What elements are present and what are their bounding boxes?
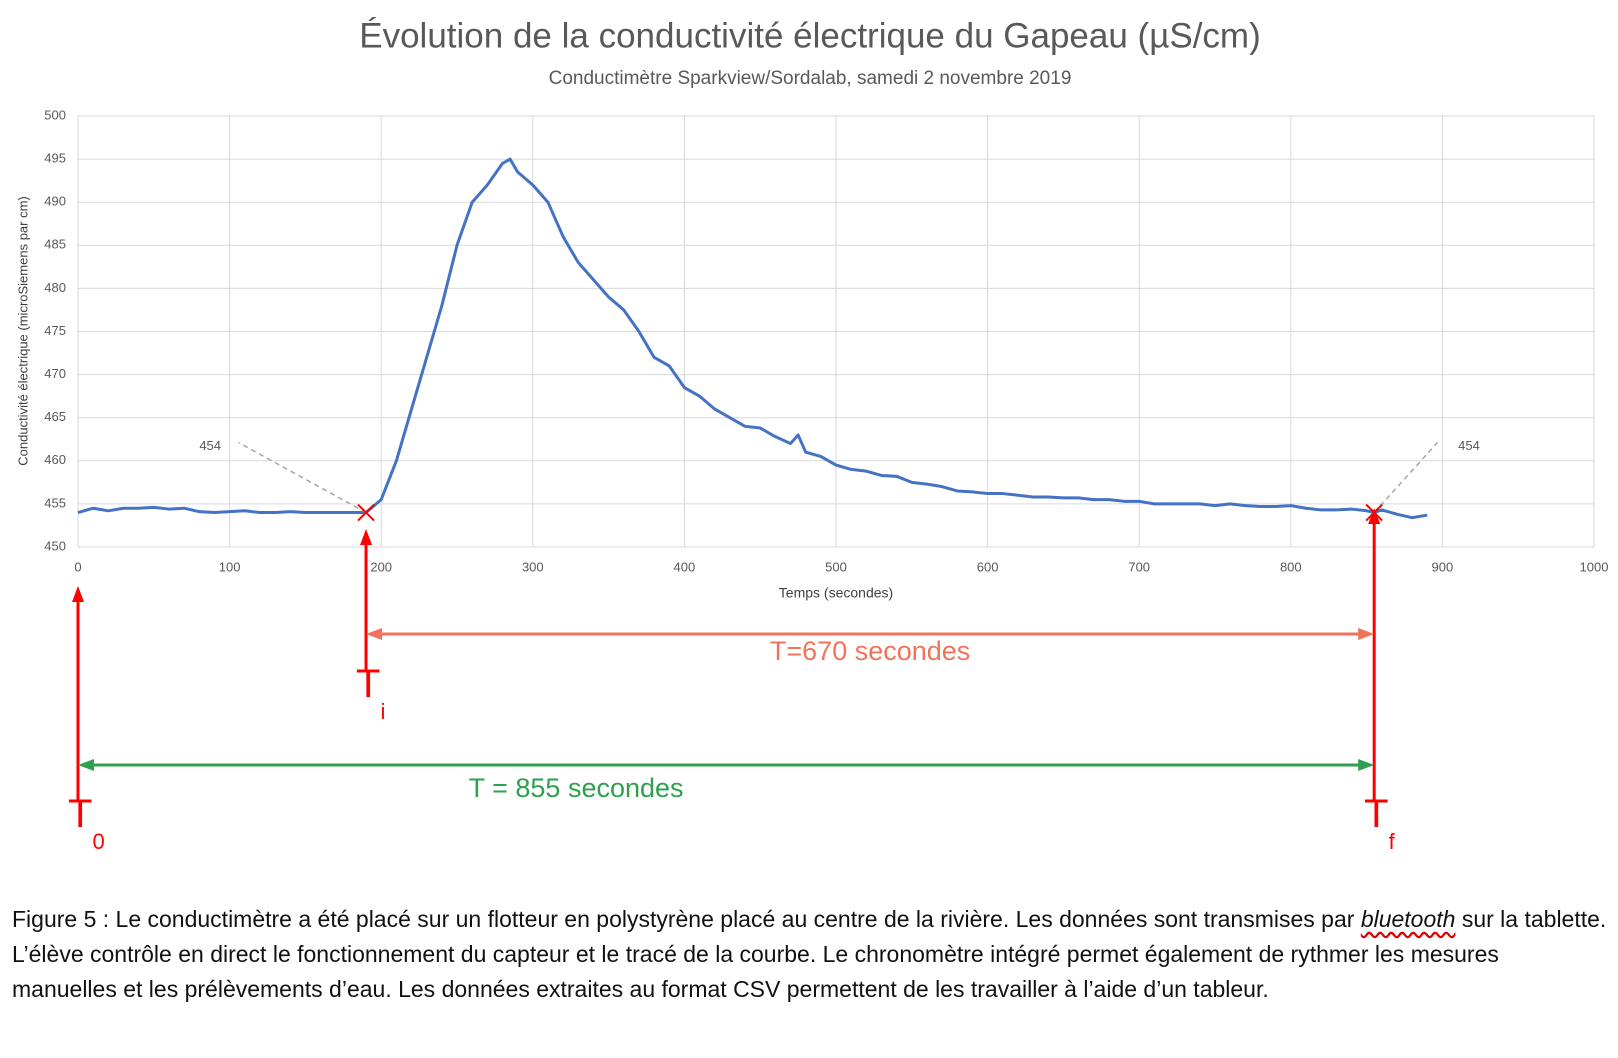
time-label: T0 [68, 792, 105, 854]
caption-text: bluetooth [1360, 906, 1456, 932]
annotation-label: 454 [199, 438, 221, 453]
x-tick-label: 900 [1432, 559, 1454, 574]
interval-label: T=670 secondes [770, 636, 970, 666]
caption: Figure 5 : Le conductimètre a été placé … [12, 902, 1607, 1007]
y-tick-label: 470 [44, 366, 66, 381]
x-tick-label: 400 [674, 559, 696, 574]
time-label-main: T [1364, 792, 1388, 836]
caption-text: Figure 5 : Le conductimètre a été placé … [12, 906, 1361, 932]
arrow-head [1358, 628, 1375, 640]
x-tick-label: 0 [74, 559, 81, 574]
arrow-head [360, 529, 373, 545]
y-tick-label: 460 [44, 452, 66, 467]
x-tick-label: 200 [370, 559, 392, 574]
arrow-head [366, 628, 383, 640]
time-label-main: T [356, 662, 380, 706]
leader-line [1373, 442, 1439, 514]
x-tick-label: 300 [522, 559, 544, 574]
interval-label: T = 855 secondes [469, 773, 684, 803]
time-label: Ti [356, 662, 385, 724]
x-tick-label: 700 [1128, 559, 1150, 574]
arrow-head [78, 759, 94, 771]
time-label-main: T [68, 792, 92, 836]
y-tick-label: 490 [44, 194, 66, 209]
chart-subtitle: Conductimètre Sparkview/Sordalab, samedi… [549, 68, 1072, 89]
y-tick-label: 500 [44, 107, 66, 122]
arrow-head [1368, 508, 1381, 524]
x-tick-label: 100 [219, 559, 241, 574]
leader-line [238, 441, 367, 514]
point-marker [357, 503, 375, 522]
data-line [77, 157, 1428, 520]
time-label-sub: f [1389, 829, 1396, 854]
y-tick-label: 485 [44, 237, 66, 252]
annotation-label: 454 [1458, 438, 1480, 453]
x-tick-label: 800 [1280, 559, 1302, 574]
y-tick-label: 465 [44, 409, 66, 424]
arrow-head [72, 586, 84, 602]
y-tick-label: 480 [44, 280, 66, 295]
x-axis-title: Temps (secondes) [779, 585, 893, 601]
caption-text: sur la tablette. L’élève contrôle en dir… [12, 906, 1607, 1002]
time-label-sub: 0 [92, 829, 104, 854]
y-tick-label: 455 [44, 495, 66, 510]
y-axis-title: Conductivité électrique (microSiemens pa… [15, 196, 30, 465]
x-tick-label: 600 [977, 559, 999, 574]
chart-title: Évolution de la conductivité électrique … [359, 16, 1261, 55]
y-tick-label: 495 [44, 151, 66, 166]
y-tick-label: 450 [44, 538, 66, 553]
chart: Évolution de la conductivité électrique … [15, 16, 1609, 854]
x-tick-label: 1000 [1580, 559, 1609, 574]
time-label: Tf [1364, 792, 1395, 854]
x-tick-label: 500 [825, 559, 847, 574]
marker-stroke [357, 503, 375, 522]
time-label-sub: i [380, 699, 385, 724]
arrow-head [1358, 759, 1375, 771]
y-tick-label: 475 [44, 323, 66, 338]
